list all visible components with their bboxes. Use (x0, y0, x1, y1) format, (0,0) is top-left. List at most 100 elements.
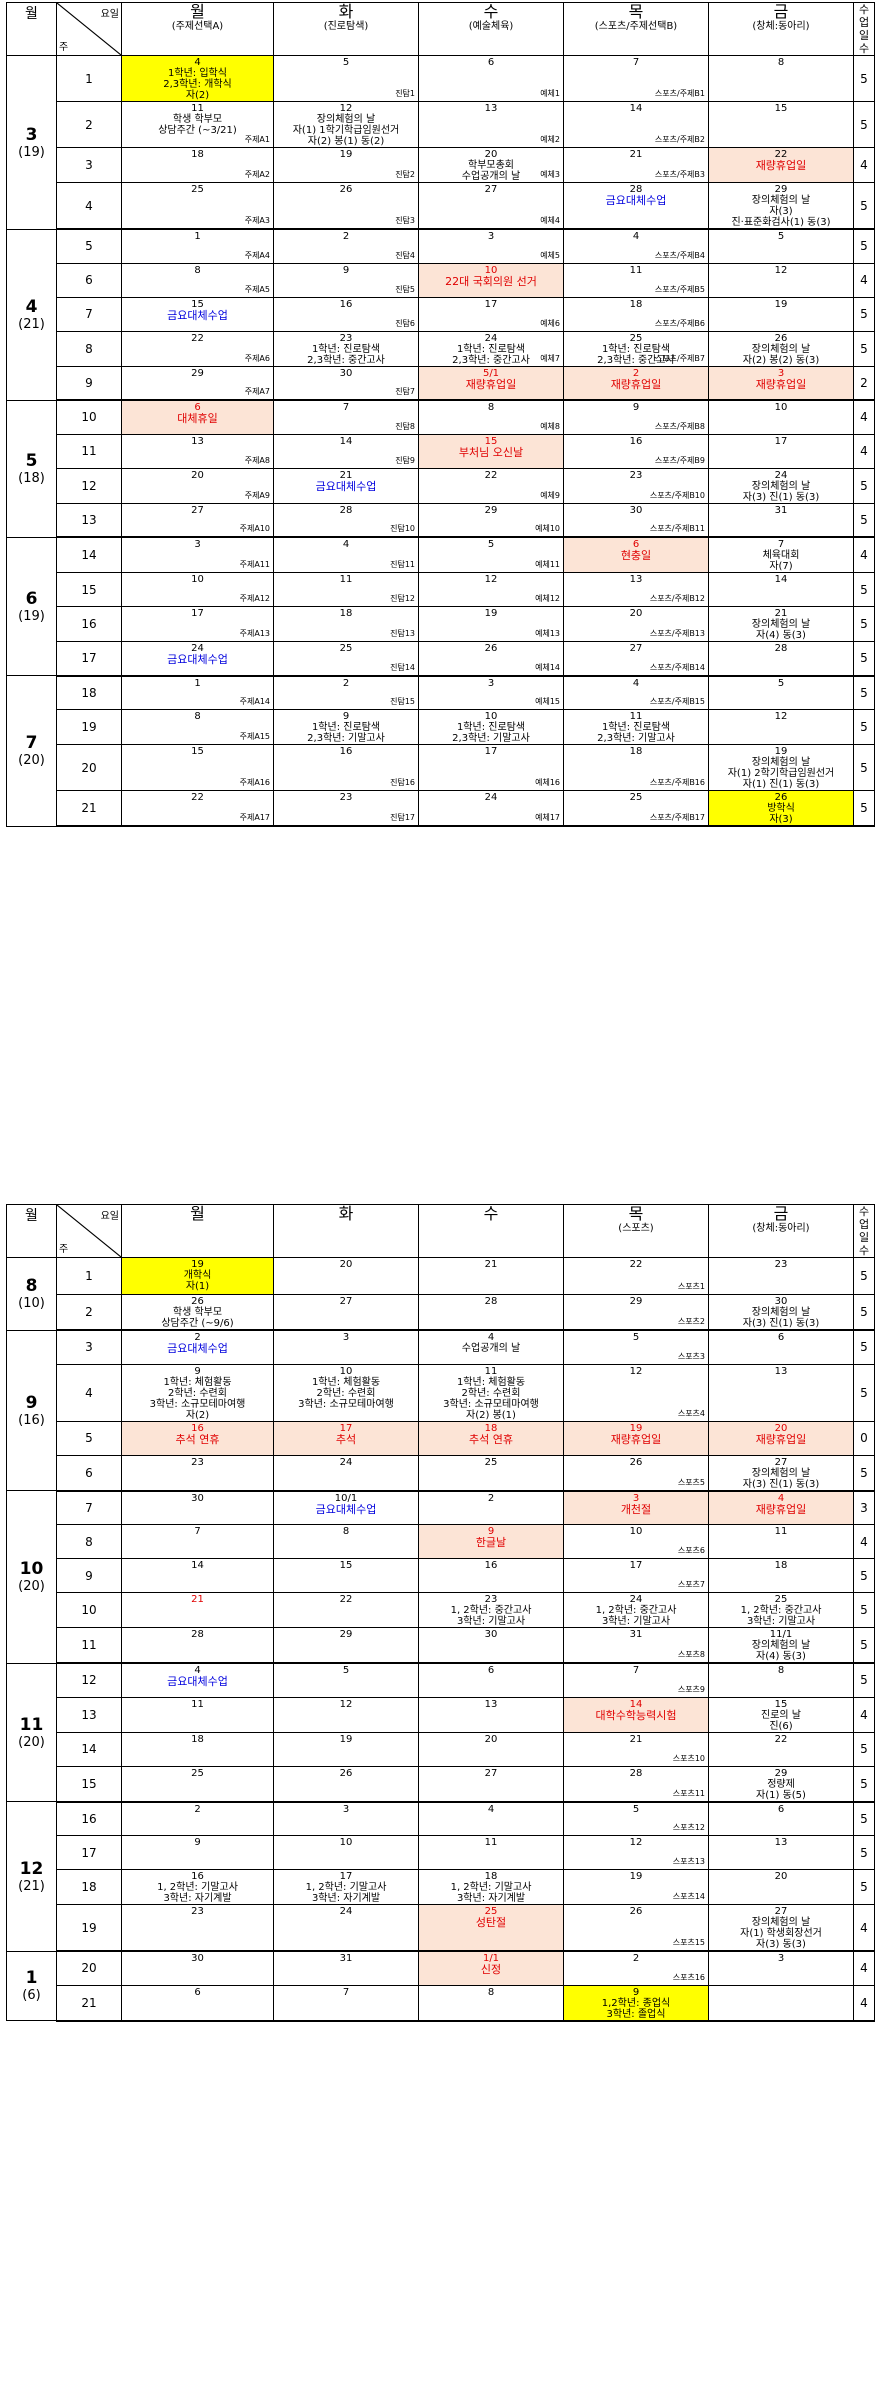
calendar-day-cell[interactable]: 25 주제A3 (121, 182, 274, 230)
calendar-day-cell[interactable]: 18 스포츠/주제B6 (563, 296, 709, 332)
calendar-day-cell[interactable]: 25 성탄절 (418, 1904, 564, 1952)
calendar-day-cell[interactable]: 29 (273, 1627, 419, 1664)
calendar-day-cell[interactable]: 28 금요대체수업 (563, 182, 709, 230)
calendar-day-cell[interactable]: 13 (708, 1835, 854, 1870)
calendar-day-cell[interactable]: 3 예체15 (418, 675, 564, 710)
calendar-day-cell[interactable]: 24 1학년: 진로탐색 2,3학년: 중간고사 예체7 (418, 330, 564, 367)
calendar-day-cell[interactable]: 6 (121, 1984, 274, 2022)
calendar-day-cell[interactable]: 16 (418, 1558, 564, 1593)
calendar-day-cell[interactable]: 2 스포츠16 (563, 1950, 709, 1986)
calendar-day-cell[interactable]: 6 대체휴일 (121, 399, 274, 435)
calendar-day-cell[interactable]: 10 (708, 399, 854, 435)
calendar-day-cell[interactable]: 17 예체6 (418, 296, 564, 332)
calendar-day-cell[interactable]: 22 스포츠1 (563, 1257, 709, 1295)
calendar-day-cell[interactable]: 17 추석 (273, 1420, 419, 1456)
calendar-day-cell[interactable]: 21 장의체험의 날 자(4) 동(3) (708, 606, 854, 642)
calendar-day-cell[interactable] (708, 1984, 854, 2022)
calendar-day-cell[interactable]: 13 (418, 1696, 564, 1733)
calendar-day-cell[interactable]: 11 스포츠/주제B5 (563, 262, 709, 298)
calendar-day-cell[interactable]: 27 장의체험의 날 자(1) 학생회장선거 자(3) 동(3) (708, 1904, 854, 1952)
calendar-day-cell[interactable]: 19 재량휴업일 (563, 1420, 709, 1456)
calendar-day-cell[interactable]: 22 재량휴업일 (708, 147, 854, 183)
calendar-day-cell[interactable]: 20 재량휴업일 (708, 1420, 854, 1456)
calendar-day-cell[interactable]: 16 추석 연휴 (121, 1420, 274, 1456)
calendar-day-cell[interactable]: 20 (273, 1257, 419, 1295)
calendar-day-cell[interactable]: 28 (708, 641, 854, 677)
calendar-day-cell[interactable]: 25 1, 2학년: 중간고사 3학년: 기말고사 (708, 1592, 854, 1628)
calendar-day-cell[interactable]: 4 스포츠/주제B15 (563, 675, 709, 710)
calendar-day-cell[interactable]: 4 재량휴업일 (708, 1490, 854, 1525)
calendar-day-cell[interactable]: 26 진탐3 (273, 182, 419, 230)
calendar-day-cell[interactable]: 7 (121, 1524, 274, 1559)
calendar-day-cell[interactable]: 29 스포츠2 (563, 1294, 709, 1331)
calendar-day-cell[interactable]: 19 개학식 자(1) (121, 1257, 274, 1295)
calendar-day-cell[interactable]: 4 수업공개의 날 (418, 1329, 564, 1365)
calendar-day-cell[interactable]: 7 스포츠9 (563, 1662, 709, 1698)
calendar-day-cell[interactable]: 29 장의체험의 날 자(3) 진·표준화검사(1) 동(3) (708, 182, 854, 230)
calendar-day-cell[interactable]: 25 (121, 1765, 274, 1803)
calendar-day-cell[interactable]: 18 1, 2학년: 기말고사 3학년: 자기계발 (418, 1869, 564, 1905)
calendar-day-cell[interactable]: 10 22대 국회의원 선거 (418, 262, 564, 298)
calendar-day-cell[interactable]: 30 진탐7 (273, 365, 419, 401)
calendar-day-cell[interactable]: 7 체육대회 자(7) (708, 536, 854, 573)
calendar-day-cell[interactable]: 12 스포츠13 (563, 1835, 709, 1870)
calendar-day-cell[interactable]: 3 (273, 1801, 419, 1836)
calendar-day-cell[interactable]: 6 (418, 1662, 564, 1698)
calendar-day-cell[interactable]: 20 스포츠/주제B13 (563, 606, 709, 642)
calendar-day-cell[interactable]: 5/1 재량휴업일 (418, 365, 564, 401)
calendar-day-cell[interactable]: 8 주제A5 (121, 262, 274, 298)
calendar-day-cell[interactable]: 12 예체12 (418, 572, 564, 607)
calendar-day-cell[interactable]: 11 1학년: 진로탐색 2,3학년: 기말고사 (563, 709, 709, 745)
calendar-day-cell[interactable]: 15 부처님 오신날 (418, 433, 564, 469)
calendar-day-cell[interactable]: 26 스포츠5 (563, 1454, 709, 1492)
calendar-day-cell[interactable]: 27 주제A10 (121, 502, 274, 538)
calendar-day-cell[interactable]: 24 (273, 1454, 419, 1492)
calendar-day-cell[interactable]: 15 진로의 날 진(6) (708, 1696, 854, 1733)
calendar-day-cell[interactable]: 8 예체8 (418, 399, 564, 435)
calendar-day-cell[interactable]: 2 금요대체수업 (121, 1329, 274, 1365)
calendar-day-cell[interactable]: 27 장의체험의 날 자(3) 진(1) 동(3) (708, 1454, 854, 1492)
calendar-day-cell[interactable]: 14 대학수학능력시험 (563, 1696, 709, 1733)
calendar-day-cell[interactable]: 26 방학식 자(3) (708, 790, 854, 827)
calendar-day-cell[interactable]: 23 (121, 1904, 274, 1952)
calendar-day-cell[interactable]: 19 (273, 1731, 419, 1767)
calendar-day-cell[interactable]: 12 (273, 1696, 419, 1733)
calendar-day-cell[interactable]: 19 스포츠14 (563, 1869, 709, 1905)
calendar-day-cell[interactable]: 1 주제A14 (121, 675, 274, 710)
calendar-day-cell[interactable]: 23 1학년: 진로탐색 2,3학년: 중간고사 (273, 330, 419, 367)
calendar-day-cell[interactable]: 24 장의체험의 날 자(3) 진(1) 동(3) (708, 467, 854, 504)
calendar-day-cell[interactable]: 3 (273, 1329, 419, 1365)
calendar-day-cell[interactable]: 19 진탐2 (273, 147, 419, 183)
calendar-day-cell[interactable]: 13 주제A8 (121, 433, 274, 469)
calendar-day-cell[interactable]: 17 예체16 (418, 744, 564, 791)
calendar-day-cell[interactable]: 16 1, 2학년: 기말고사 3학년: 자기계발 (121, 1869, 274, 1905)
calendar-day-cell[interactable]: 14 (121, 1558, 274, 1593)
calendar-day-cell[interactable]: 4 금요대체수업 (121, 1662, 274, 1698)
calendar-day-cell[interactable]: 21 (121, 1592, 274, 1628)
calendar-day-cell[interactable]: 30 (418, 1627, 564, 1664)
calendar-day-cell[interactable]: 28 진탐10 (273, 502, 419, 538)
calendar-day-cell[interactable]: 16 진탐16 (273, 744, 419, 791)
calendar-day-cell[interactable]: 2 진탐15 (273, 675, 419, 710)
calendar-day-cell[interactable]: 22 (273, 1592, 419, 1628)
calendar-day-cell[interactable]: 3 주제A11 (121, 536, 274, 573)
calendar-day-cell[interactable]: 30 장의체험의 날 자(3) 진(1) 동(3) (708, 1294, 854, 1331)
calendar-day-cell[interactable]: 5 예체11 (418, 536, 564, 573)
calendar-day-cell[interactable]: 6 (708, 1329, 854, 1365)
calendar-day-cell[interactable]: 6 현충일 (563, 536, 709, 573)
calendar-day-cell[interactable]: 12 (708, 709, 854, 745)
calendar-day-cell[interactable]: 19 예체13 (418, 606, 564, 642)
calendar-day-cell[interactable]: 27 예체4 (418, 182, 564, 230)
calendar-day-cell[interactable]: 18 (708, 1558, 854, 1593)
calendar-day-cell[interactable]: 9 (121, 1835, 274, 1870)
calendar-day-cell[interactable]: 20 (418, 1731, 564, 1767)
calendar-day-cell[interactable]: 26 (273, 1765, 419, 1803)
calendar-day-cell[interactable]: 23 스포츠/주제B10 (563, 467, 709, 504)
calendar-day-cell[interactable]: 10/1 금요대체수업 (273, 1490, 419, 1525)
calendar-day-cell[interactable]: 24 예체17 (418, 790, 564, 827)
calendar-day-cell[interactable]: 4 1학년: 입학식 2,3학년: 개학식 자(2) (121, 55, 274, 102)
calendar-day-cell[interactable]: 7 스포츠/주제B1 (563, 55, 709, 102)
calendar-day-cell[interactable]: 12 장의체험의 날 자(1) 1학기학급임원선거 자(2) 봉(1) 동(2) (273, 101, 419, 148)
calendar-day-cell[interactable]: 27 (273, 1294, 419, 1331)
calendar-day-cell[interactable]: 30 (121, 1950, 274, 1986)
